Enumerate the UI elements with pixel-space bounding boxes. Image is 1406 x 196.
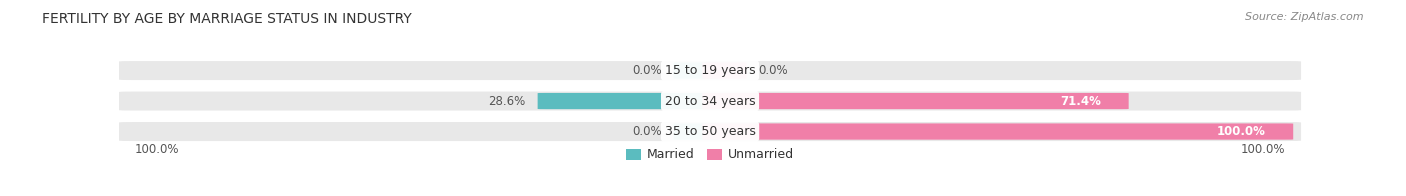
Text: 28.6%: 28.6% <box>489 94 526 108</box>
Text: 71.4%: 71.4% <box>1060 94 1101 108</box>
Text: 20 to 34 years: 20 to 34 years <box>665 94 755 108</box>
Text: 0.0%: 0.0% <box>633 125 662 138</box>
FancyBboxPatch shape <box>702 123 1294 140</box>
Text: 100.0%: 100.0% <box>135 143 179 156</box>
Legend: Married, Unmarried: Married, Unmarried <box>620 143 800 166</box>
Text: 15 to 19 years: 15 to 19 years <box>665 64 755 77</box>
FancyBboxPatch shape <box>120 122 1301 141</box>
Text: 0.0%: 0.0% <box>633 64 662 77</box>
Text: 0.0%: 0.0% <box>758 64 787 77</box>
Text: Source: ZipAtlas.com: Source: ZipAtlas.com <box>1246 12 1364 22</box>
Text: 100.0%: 100.0% <box>1241 143 1285 156</box>
FancyBboxPatch shape <box>537 93 718 109</box>
FancyBboxPatch shape <box>702 93 1129 109</box>
Text: FERTILITY BY AGE BY MARRIAGE STATUS IN INDUSTRY: FERTILITY BY AGE BY MARRIAGE STATUS IN I… <box>42 12 412 26</box>
FancyBboxPatch shape <box>702 63 747 79</box>
FancyBboxPatch shape <box>673 63 718 79</box>
Text: 100.0%: 100.0% <box>1216 125 1265 138</box>
FancyBboxPatch shape <box>120 92 1301 111</box>
FancyBboxPatch shape <box>120 61 1301 80</box>
FancyBboxPatch shape <box>673 123 718 140</box>
Text: 35 to 50 years: 35 to 50 years <box>665 125 755 138</box>
